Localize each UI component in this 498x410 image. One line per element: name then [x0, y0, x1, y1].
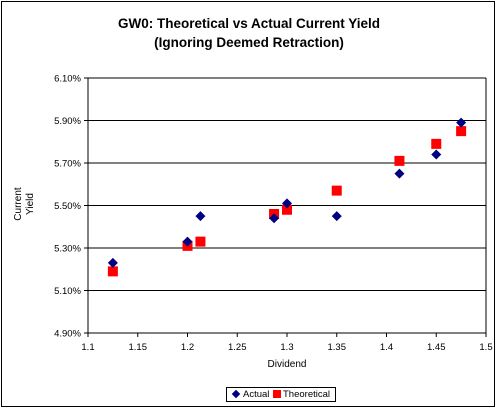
y-tick-label: 5.30% — [54, 244, 81, 255]
x-axis-label: Dividend — [267, 359, 307, 370]
y-tick-label: 4.90% — [54, 329, 81, 340]
legend: Actual Theoretical — [226, 387, 336, 402]
theoretical-point — [282, 204, 292, 215]
theoretical-point — [195, 236, 206, 247]
legend-label-actual: Actual — [243, 389, 270, 400]
x-tick-label: 1.1 — [81, 342, 94, 353]
x-tick-label: 1.5 — [479, 342, 492, 353]
x-tick-label: 1.2 — [181, 342, 194, 353]
y-tick-label: 6.10% — [54, 74, 81, 85]
y-tick-label: 5.90% — [54, 116, 81, 127]
theoretical-point — [394, 155, 405, 166]
chart-title-line-1: GW0: Theoretical vs Actual Current Yield — [117, 16, 381, 31]
x-tick-label: 1.25 — [228, 342, 247, 353]
x-tick-label: 1.45 — [427, 342, 446, 353]
x-tick-label: 1.35 — [328, 342, 347, 353]
actual-point — [195, 211, 206, 222]
theoretical-point — [331, 185, 342, 196]
actual-point — [456, 117, 467, 128]
x-tick-label: 1.3 — [280, 342, 293, 353]
legend-item-theoretical: Theoretical — [273, 388, 330, 401]
diamond-marker-icon — [231, 390, 241, 399]
x-tick-label: 1.4 — [380, 342, 393, 353]
y-tick-label: 5.50% — [54, 201, 81, 212]
y-tick-label: 5.10% — [54, 286, 81, 297]
theoretical-point — [431, 138, 442, 149]
theoretical-point — [456, 126, 467, 137]
actual-point — [331, 211, 342, 222]
actual-point — [269, 213, 280, 224]
actual-point — [107, 257, 118, 268]
legend-item-actual: Actual — [231, 388, 269, 401]
chart-title-line-2: (Ignoring Deemed Retraction) — [154, 35, 344, 50]
x-tick-label: 1.15 — [129, 342, 148, 353]
actual-point — [431, 149, 442, 160]
chart-title: GW0: Theoretical vs Actual Current Yield… — [2, 14, 496, 52]
y-tick-label: 5.70% — [54, 159, 81, 170]
legend-label-theoretical: Theoretical — [283, 389, 330, 400]
square-marker-icon — [273, 390, 281, 399]
actual-point — [394, 168, 405, 179]
theoretical-point — [107, 266, 118, 277]
actual-point — [182, 236, 193, 247]
actual-point — [282, 198, 292, 209]
